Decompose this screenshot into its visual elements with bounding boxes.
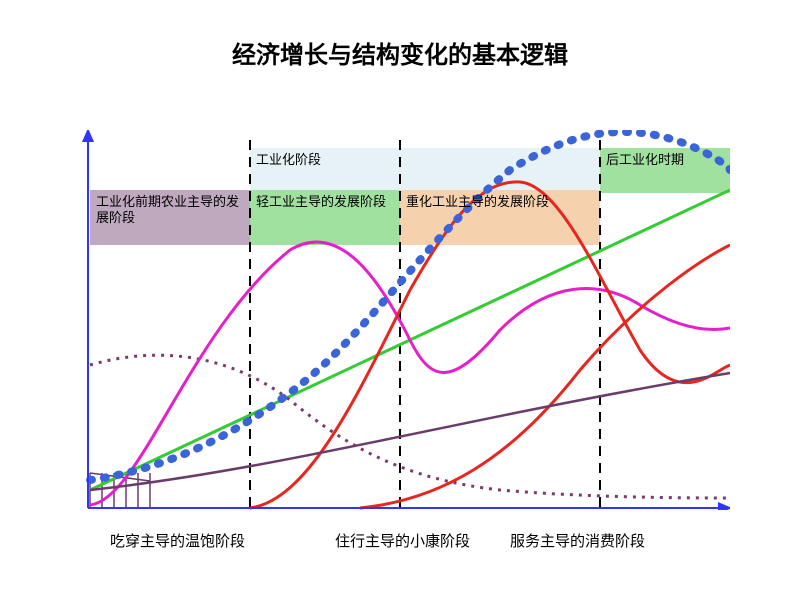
chart-area: 工业化前期农业主导的发展阶段轻工业主导的发展阶段重化工业主导的发展阶段后工业化时… <box>80 130 730 510</box>
chart-title: 经济增长与结构变化的基本逻辑 <box>0 35 800 70</box>
purple-low-line <box>90 373 730 490</box>
band-label-pre_ind: 工业化前期农业主导的发展阶段 <box>90 190 250 245</box>
x-stage-label-0: 吃穿主导的温饱阶段 <box>110 530 245 551</box>
x-stage-label-2: 服务主导的消费阶段 <box>510 530 645 551</box>
red-rising <box>360 245 730 508</box>
x-stage-label-1: 住行主导的小康阶段 <box>335 530 470 551</box>
band-label-heavy_ind: 重化工业主导的发展阶段 <box>400 190 600 245</box>
band-label-ind_phase: 工业化阶段 <box>250 148 600 190</box>
magenta-wave <box>90 242 730 505</box>
band-label-light_ind: 轻工业主导的发展阶段 <box>250 190 400 245</box>
band-label-post_ind: 后工业化时期 <box>600 148 730 193</box>
